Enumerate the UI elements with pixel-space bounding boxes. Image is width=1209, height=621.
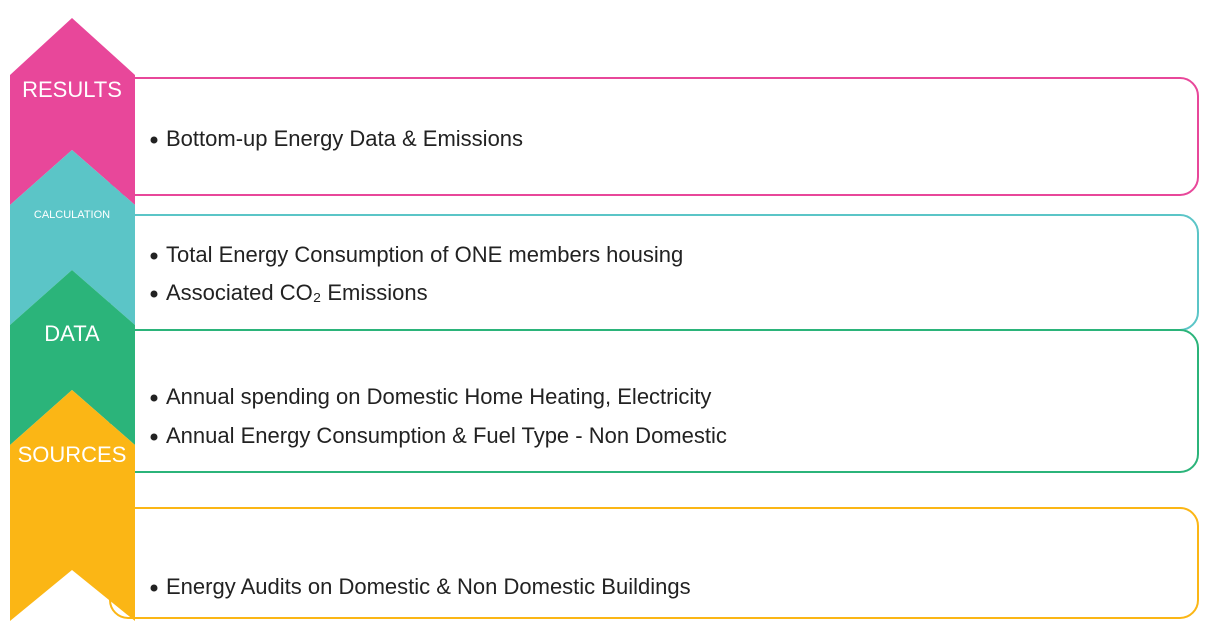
results-chevron (10, 18, 135, 205)
bullet-text: Bottom-up Energy Data & Emissions (166, 126, 523, 151)
bullet-dot (150, 290, 158, 298)
data-chevron (10, 270, 135, 445)
calculation-box (109, 214, 1199, 331)
bullet-dot (150, 433, 158, 441)
bullet-dot (150, 394, 158, 402)
bullet-text: Total Energy Consumption of ONE members … (166, 242, 683, 267)
calculation-chevron (10, 150, 135, 325)
bullet-dot (150, 136, 158, 144)
bullet-dot (150, 584, 158, 592)
bullet-text: Annual spending on Domestic Home Heating… (166, 384, 711, 409)
bullet-text: Energy Audits on Domestic & Non Domestic… (166, 574, 691, 599)
level-label: SOURCES (18, 442, 127, 467)
sources-box (109, 507, 1199, 619)
level-label: DATA (44, 321, 100, 346)
level-label: RESULTS (22, 77, 122, 102)
bullet-text: Associated CO₂ Emissions (166, 280, 428, 305)
bullet-dot (150, 252, 158, 260)
bullet-text: Annual Energy Consumption & Fuel Type - … (166, 423, 727, 448)
level-label: CALCULATION (34, 209, 110, 221)
sources-chevron (10, 390, 135, 621)
